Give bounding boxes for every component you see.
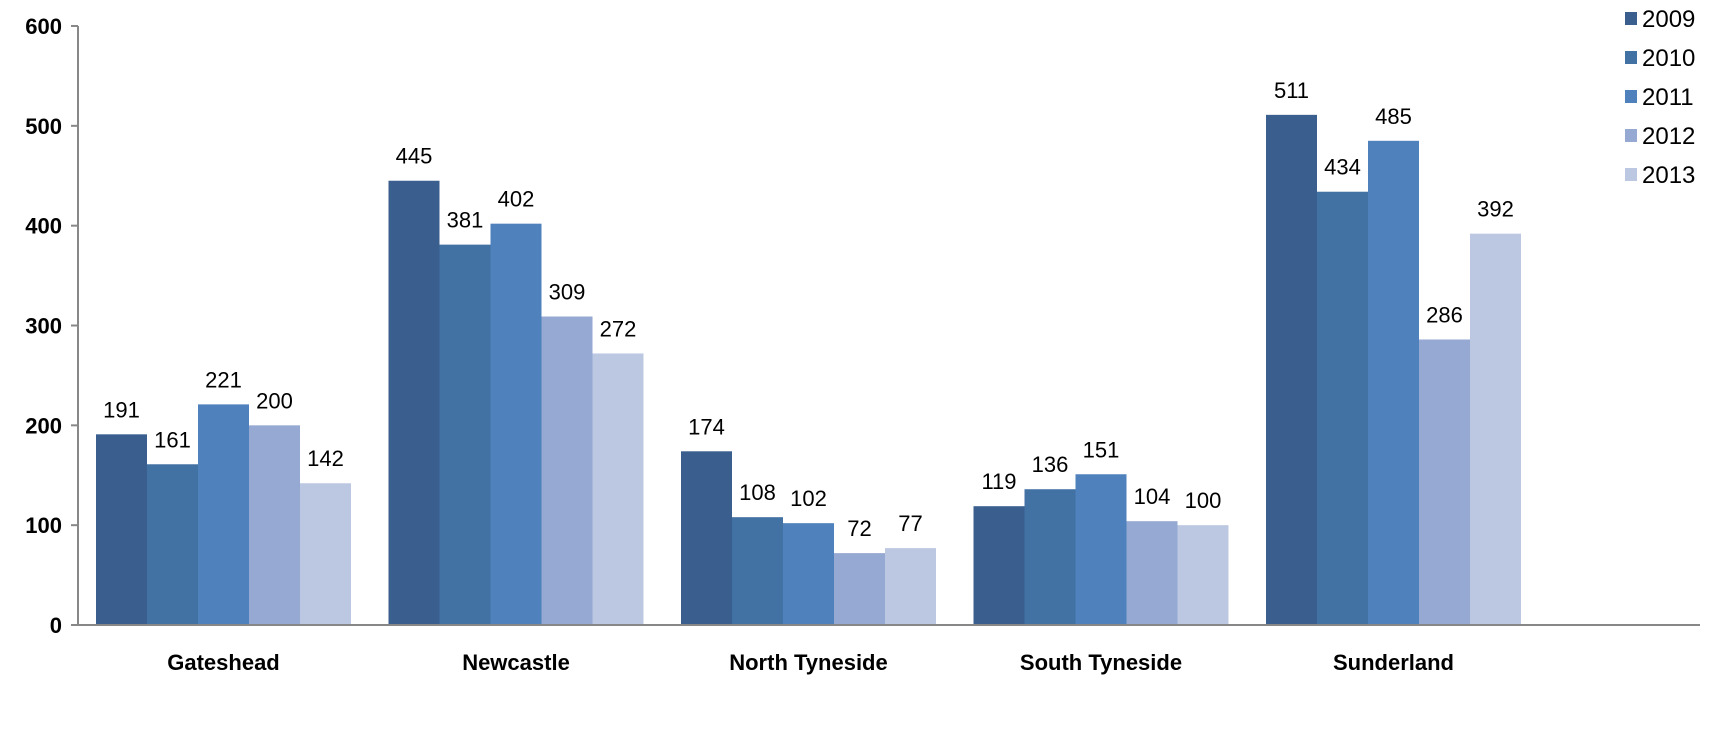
data-label: 191	[103, 397, 140, 422]
legend-label: 2010	[1642, 45, 1695, 72]
bar	[439, 244, 491, 625]
x-axis: Gateshead Newcastle North Tyneside South Ty…	[78, 624, 1700, 675]
data-label: 200	[256, 388, 293, 413]
y-tick-label: 100	[25, 513, 62, 538]
data-label: 72	[847, 516, 871, 541]
data-label: 434	[1324, 155, 1361, 180]
y-tick-label: 500	[25, 114, 62, 139]
data-label: 511	[1274, 78, 1309, 103]
legend-swatch	[1625, 51, 1637, 64]
bar	[541, 316, 593, 625]
bar	[732, 517, 783, 625]
legend-label: 2011	[1642, 84, 1694, 111]
data-label: 392	[1477, 197, 1514, 222]
legend-swatch	[1625, 129, 1637, 142]
bar	[96, 434, 147, 625]
y-tick-label: 200	[25, 413, 62, 438]
data-label: 77	[898, 511, 922, 536]
data-label: 119	[981, 469, 1016, 494]
data-label: 102	[790, 486, 827, 511]
data-label: 142	[307, 446, 344, 471]
legend-label: 2012	[1642, 123, 1695, 150]
y-tick-label: 0	[50, 613, 62, 638]
data-label: 402	[498, 187, 535, 212]
data-labels: 191 161 221 200 142 445 381 402 309 272 174 108 102 7…	[103, 78, 1514, 541]
legend-swatch	[1625, 168, 1637, 181]
bar	[1024, 489, 1076, 625]
data-label: 100	[1185, 488, 1222, 513]
legend: 2009 2010 2011 2012 2013	[1625, 6, 1695, 189]
data-label: 381	[447, 208, 484, 233]
x-category-label: South Tyneside	[1020, 650, 1182, 675]
data-label: 286	[1426, 302, 1463, 327]
data-label: 151	[1083, 437, 1120, 462]
y-tick-label: 300	[25, 314, 62, 339]
bar	[1177, 525, 1229, 625]
bar	[1317, 191, 1368, 625]
bar	[388, 180, 440, 625]
bar	[300, 483, 351, 625]
legend-label: 2009	[1642, 6, 1695, 33]
legend-label: 2013	[1642, 162, 1695, 189]
bar	[490, 223, 542, 626]
data-label: 136	[1032, 452, 1069, 477]
bar	[1266, 114, 1317, 625]
bar	[681, 451, 732, 625]
bar	[783, 523, 834, 625]
bar	[1075, 474, 1127, 625]
y-axis: 0 100 200 300 400 500 600	[25, 14, 79, 638]
x-category-label: Sunderland	[1333, 650, 1454, 675]
data-label: 485	[1375, 104, 1412, 129]
bars	[96, 114, 1521, 626]
bar	[885, 548, 936, 625]
x-category-label: North Tyneside	[729, 650, 888, 675]
y-tick-label: 400	[25, 214, 62, 239]
data-label: 104	[1134, 484, 1171, 509]
data-label: 309	[549, 280, 586, 305]
legend-swatch	[1625, 90, 1637, 103]
bar	[1419, 339, 1470, 625]
bar	[973, 506, 1025, 625]
data-label: 445	[396, 144, 433, 169]
bar	[834, 553, 885, 625]
data-label: 161	[154, 427, 191, 452]
bar	[249, 425, 300, 625]
bar	[1368, 140, 1419, 625]
data-label: 272	[600, 316, 637, 341]
x-category-label: Gateshead	[167, 650, 280, 675]
bar	[592, 353, 644, 625]
legend-swatch	[1625, 12, 1637, 25]
data-label: 108	[739, 480, 776, 505]
bar	[1470, 233, 1521, 626]
bar	[147, 464, 198, 625]
bar	[1126, 521, 1178, 625]
x-category-label: Newcastle	[462, 650, 570, 675]
data-label: 221	[205, 367, 242, 392]
data-label: 174	[688, 414, 725, 439]
bar	[198, 404, 249, 625]
y-tick-label: 600	[25, 14, 62, 39]
